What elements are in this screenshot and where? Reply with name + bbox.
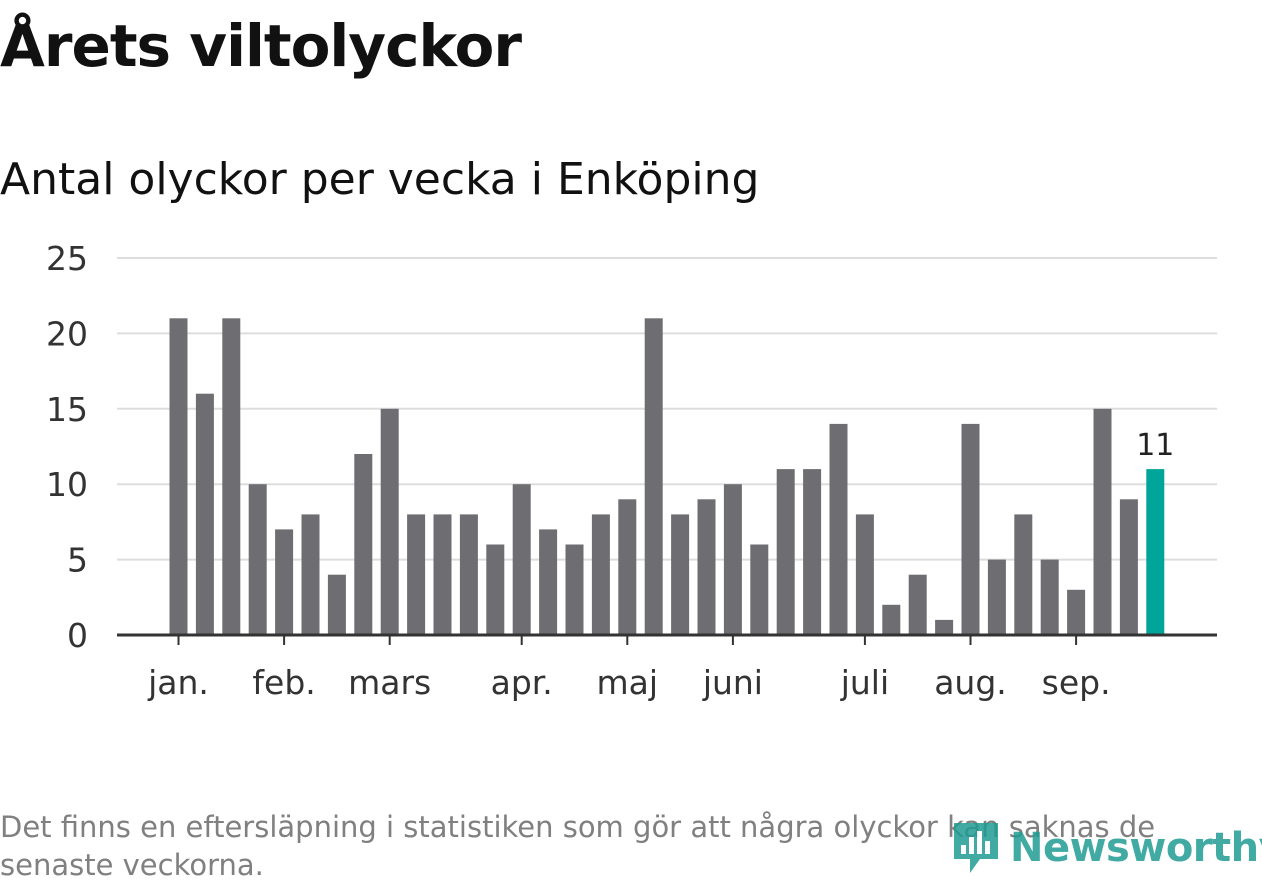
bar [1067, 589, 1086, 635]
bar [222, 318, 241, 635]
y-tick-label: 10 [46, 465, 88, 504]
bar [1040, 559, 1059, 635]
bar [1014, 514, 1033, 635]
bar [591, 514, 610, 635]
x-tick-label: juli [840, 663, 889, 702]
x-tick-label: jan. [147, 663, 209, 702]
bar [723, 484, 742, 635]
bar [354, 454, 373, 635]
bar [644, 318, 663, 635]
y-tick-label: 15 [46, 390, 88, 429]
bar [803, 469, 822, 635]
bar [750, 544, 769, 635]
x-tick-label: maj [597, 663, 659, 702]
chart-title: Årets viltolyckor [0, 12, 522, 80]
bar [882, 604, 901, 635]
y-tick-label: 20 [46, 314, 88, 353]
bar [908, 574, 927, 635]
y-axis-ticks: 0 5 10 15 20 25 [46, 239, 88, 655]
bars [169, 318, 1165, 635]
bar [618, 499, 637, 635]
bar [565, 544, 584, 635]
bar [407, 514, 426, 635]
chart-subtitle: Antal olyckor per vecka i Enköping [0, 154, 760, 205]
x-axis-ticks: jan. feb. mars apr. maj juni juli aug. sep. [147, 635, 1111, 702]
bar [459, 514, 478, 635]
gridlines [117, 257, 1217, 561]
x-tick-label: apr. [491, 663, 553, 702]
data-label: 11 [1136, 428, 1174, 463]
bar [275, 529, 294, 635]
y-tick-label: 25 [46, 239, 88, 278]
brand-name: Newsworthy [1010, 825, 1262, 871]
x-tick-label: mars [348, 663, 431, 702]
y-tick-label: 0 [67, 616, 88, 655]
bar [855, 514, 874, 635]
bar [512, 484, 531, 635]
bar-highlight [1146, 469, 1165, 635]
bar [961, 423, 980, 635]
value-labels: 11 [1136, 428, 1174, 463]
bar [327, 574, 346, 635]
x-tick-label: aug. [934, 663, 1007, 702]
newsworthy-logo-icon [954, 823, 998, 873]
bar [829, 423, 848, 635]
x-tick-label: sep. [1042, 663, 1111, 702]
bar [776, 469, 795, 635]
y-tick-label: 5 [67, 541, 88, 580]
bar [169, 318, 188, 635]
x-tick-label: feb. [252, 663, 315, 702]
bar [671, 514, 690, 635]
x-tick-label: juni [702, 663, 763, 702]
bar [539, 529, 558, 635]
brand-logo: Newsworthy [950, 816, 1262, 880]
bar [1093, 408, 1112, 635]
bar [935, 619, 954, 635]
bar [697, 499, 716, 635]
bar [380, 408, 399, 635]
bar [486, 544, 505, 635]
bar [1119, 499, 1138, 635]
bar [987, 559, 1006, 635]
bar [248, 484, 267, 635]
bar [301, 514, 320, 635]
bar [195, 393, 214, 635]
bar [433, 514, 452, 635]
